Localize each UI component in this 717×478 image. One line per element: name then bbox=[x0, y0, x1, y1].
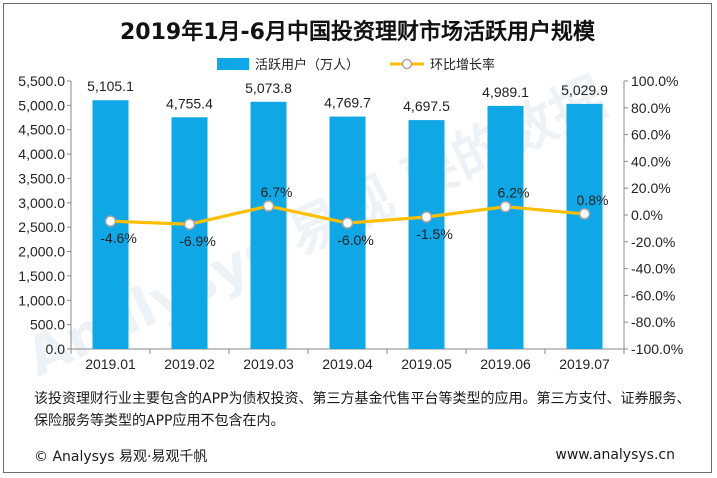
footnote: 该投资理财行业主要包含的APP为债权投资、第三方基金代售平台等类型的应用。第三方… bbox=[34, 391, 691, 429]
left-tick-label: 1,500.0 bbox=[18, 268, 65, 284]
x-tick-label: 2019.06 bbox=[480, 356, 531, 372]
growth-data-label: 0.8% bbox=[577, 192, 609, 208]
bar-data-label: 4,697.5 bbox=[403, 98, 450, 114]
growth-data-label: 6.7% bbox=[261, 184, 293, 200]
axes: 0.0 500.0 1,000.0 1,500.0 2,000.0 2,500.0 3,00… bbox=[18, 73, 683, 372]
right-tick-label: -60.0% bbox=[631, 287, 675, 303]
right-tick-label: -20.0% bbox=[631, 234, 675, 250]
growth-point bbox=[341, 217, 354, 229]
bar-data-label: 5,029.9 bbox=[561, 82, 608, 98]
bar bbox=[487, 105, 524, 349]
bar-series: 5,105.1 4,755.4 5,073.8 4,769.7 4,697.5 4,989… bbox=[87, 78, 608, 350]
growth-point bbox=[578, 208, 591, 220]
bar bbox=[408, 120, 445, 349]
left-tick-label: 1,000.0 bbox=[18, 292, 65, 308]
legend-label-line: 环比增长率 bbox=[430, 57, 495, 73]
right-tick-label: 80.0% bbox=[631, 100, 671, 116]
growth-point bbox=[499, 200, 512, 213]
x-tick-label: 2019.05 bbox=[401, 356, 452, 372]
left-tick-label: 3,500.0 bbox=[18, 170, 65, 186]
right-tick-label: 100.0% bbox=[631, 73, 678, 89]
left-tick-label: 2,500.0 bbox=[18, 219, 65, 235]
right-tick-label: 60.0% bbox=[631, 127, 671, 143]
bar bbox=[171, 117, 208, 350]
line-series: -4.6% -6.9% 6.7% -6.0% -1.5% 6.2% 0.8% bbox=[100, 184, 608, 249]
bar bbox=[566, 103, 603, 349]
legend-swatch-marker bbox=[401, 58, 413, 70]
legend: 活跃用户（万人） 环比增长率 bbox=[217, 57, 495, 73]
x-tick-label: 2019.02 bbox=[164, 356, 215, 372]
legend-label-bar: 活跃用户（万人） bbox=[255, 57, 359, 73]
right-tick-label: 0.0% bbox=[631, 207, 663, 223]
chart-frame: 2019年1月-6月中国投资理财市场活跃用户规模 Analysys 易观 要的数… bbox=[3, 3, 712, 473]
growth-data-label: -4.6% bbox=[100, 230, 137, 246]
left-tick-label: 500.0 bbox=[30, 317, 65, 333]
bar bbox=[250, 101, 287, 349]
combo-chart: Analysys 易观 要的数据 0.0500.01,000.01,500.02… bbox=[17, 57, 683, 389]
growth-data-label: -6.0% bbox=[337, 232, 374, 248]
right-tick-label: -100.0% bbox=[631, 341, 683, 357]
bar-data-label: 5,105.1 bbox=[87, 78, 134, 94]
bar-data-label: 4,769.7 bbox=[324, 95, 371, 111]
left-tick-label: 4,000.0 bbox=[18, 146, 65, 162]
left-tick-label: 5,000.0 bbox=[18, 97, 65, 113]
right-tick-label: 40.0% bbox=[631, 153, 671, 169]
growth-data-label: -1.5% bbox=[416, 226, 453, 242]
chart-title: 2019年1月-6月中国投资理财市场活跃用户规模 bbox=[120, 20, 595, 45]
x-tick-label: 2019.04 bbox=[322, 356, 373, 372]
right-tick-label: 20.0% bbox=[631, 180, 671, 196]
growth-point bbox=[104, 215, 117, 227]
left-tick-label: 5,500.0 bbox=[18, 73, 65, 89]
left-tick-label: 4,500.0 bbox=[18, 122, 65, 138]
left-tick-label: 2,000.0 bbox=[18, 244, 65, 260]
bar-data-label: 5,073.8 bbox=[245, 80, 292, 96]
left-tick-label: 0.0 bbox=[46, 341, 66, 357]
x-tick-label: 2019.03 bbox=[243, 356, 294, 372]
growth-point bbox=[420, 211, 433, 223]
right-tick-label: -80.0% bbox=[631, 314, 675, 330]
growth-data-label: -6.9% bbox=[179, 233, 216, 249]
bar bbox=[329, 116, 366, 349]
left-tick-label: 3,000.0 bbox=[18, 195, 65, 211]
growth-point bbox=[262, 200, 275, 212]
x-tick-label: 2019.01 bbox=[85, 356, 136, 372]
website-url: www.analysys.cn bbox=[555, 447, 675, 463]
x-tick-label: 2019.07 bbox=[559, 356, 610, 372]
source-credit: © Analysys 易观·易观千帆 bbox=[34, 449, 208, 465]
growth-point bbox=[183, 218, 196, 230]
bar-data-label: 4,755.4 bbox=[166, 95, 213, 111]
legend-swatch-bar bbox=[217, 58, 249, 70]
right-tick-label: -40.0% bbox=[631, 261, 675, 277]
growth-data-label: 6.2% bbox=[498, 185, 530, 201]
bar-data-label: 4,989.1 bbox=[482, 84, 529, 100]
